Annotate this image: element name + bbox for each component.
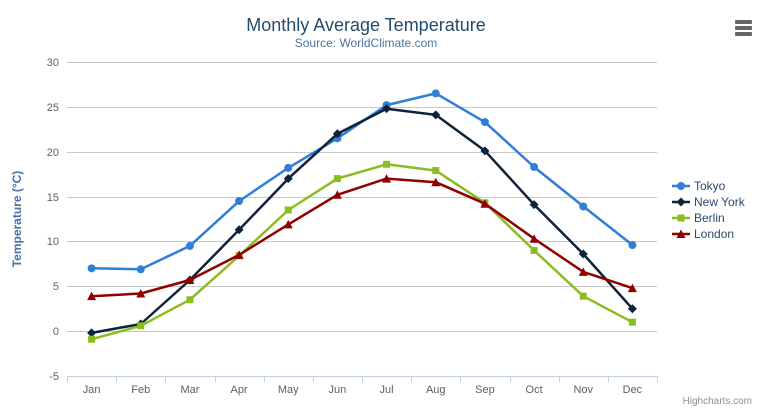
y-axis-tick-label: 15 [47,192,59,204]
gridlines [67,62,657,377]
y-axis-labels: -5 0 5 10 15 20 25 30 [47,57,59,383]
x-axis-label: Dec [623,384,643,396]
triangle-marker-icon[interactable] [136,288,146,298]
x-axis-label: Nov [573,384,593,396]
diamond-marker-icon[interactable] [87,328,97,338]
chart-subtitle: Source: WorldClimate.com [295,36,438,50]
x-axis-label: Feb [131,384,150,396]
triangle-marker-icon[interactable] [480,199,490,208]
square-marker-icon[interactable] [383,160,391,168]
x-axis [67,376,658,382]
triangle-marker-icon[interactable] [529,234,539,243]
series-london[interactable] [87,174,637,301]
circle-marker-icon[interactable] [136,265,145,274]
circle-marker-icon[interactable] [628,241,637,250]
legend-label: Berlin [694,211,725,225]
square-marker-icon[interactable] [333,175,341,183]
legend: Tokyo New York Berlin London [672,179,746,241]
chart-title: Monthly Average Temperature [246,15,485,35]
circle-marker-icon[interactable] [235,197,244,206]
square-marker-icon[interactable] [579,292,587,300]
square-marker-icon[interactable] [628,318,636,326]
triangle-marker-icon[interactable] [578,267,588,276]
series-line[interactable] [90,177,634,298]
diamond-marker-icon[interactable] [627,304,637,314]
triangle-marker-icon[interactable] [627,283,637,293]
diamond-marker-icon[interactable] [480,146,490,156]
series-tokyo[interactable] [87,89,637,274]
circle-marker-icon[interactable] [185,241,194,250]
y-axis-tick-label: 25 [47,102,59,114]
triangle-marker-icon[interactable] [234,250,244,259]
diamond-marker-icon[interactable] [234,225,244,235]
diamond-marker-icon[interactable] [676,197,686,207]
square-marker-icon[interactable] [186,296,194,304]
series-line[interactable] [90,92,634,271]
y-axis-tick-label: 0 [53,326,59,338]
diamond-marker-icon[interactable] [529,200,539,210]
triangle-marker-icon[interactable] [185,275,195,285]
triangle-marker-icon[interactable] [382,174,392,183]
triangle-marker-icon[interactable] [676,229,686,239]
x-axis-labels: Jan Feb Mar Apr May Jun Jul Aug Sep Oct Nov Dec [83,384,643,396]
legend-label: Tokyo [694,179,726,193]
diamond-marker-icon[interactable] [382,104,392,114]
y-axis-tick-label: 10 [47,236,59,248]
y-axis-tick-label: 30 [47,57,59,69]
circle-marker-icon[interactable] [530,162,539,171]
circle-marker-icon[interactable] [480,118,489,127]
x-axis-label: Jan [83,384,101,396]
square-marker-icon[interactable] [284,206,292,214]
diamond-marker-icon[interactable] [578,249,588,259]
square-marker-icon[interactable] [88,335,96,343]
x-axis-label: Jun [329,384,347,396]
legend-item-berlin[interactable]: Berlin [672,211,725,225]
series-new-york[interactable] [87,104,637,338]
legend-item-london[interactable]: London [672,227,734,241]
legend-item-tokyo[interactable]: Tokyo [672,179,726,193]
series-line[interactable] [90,107,634,335]
series-group [87,89,637,343]
diamond-marker-icon[interactable] [283,174,293,184]
circle-marker-icon[interactable] [87,264,96,273]
y-axis-tick-label: -5 [49,371,59,383]
diamond-marker-icon[interactable] [431,110,441,120]
circle-marker-icon[interactable] [677,182,685,190]
square-marker-icon[interactable] [432,167,440,175]
x-axis-label: May [278,384,299,396]
hamburger-icon [735,32,752,36]
x-axis-label: Sep [475,384,495,396]
hamburger-icon [735,20,752,24]
context-menu-button[interactable] [735,20,752,36]
circle-marker-icon[interactable] [579,202,588,211]
triangle-marker-icon[interactable] [431,177,441,187]
x-axis-label: Apr [231,384,248,396]
y-axis-title: Temperature (°C) [10,171,24,268]
y-axis-tick-label: 5 [53,281,59,293]
y-axis-tick-label: 20 [47,147,59,159]
diamond-marker-icon[interactable] [332,129,342,139]
circle-marker-icon[interactable] [284,163,293,172]
triangle-marker-icon[interactable] [87,291,97,301]
square-marker-icon[interactable] [137,322,145,330]
series-line[interactable] [90,163,634,341]
triangle-marker-icon[interactable] [332,190,342,199]
x-axis-label: Jul [380,384,394,396]
square-marker-icon[interactable] [530,246,538,254]
square-marker-icon[interactable] [677,214,685,222]
legend-label: London [694,227,734,241]
circle-marker-icon[interactable] [431,89,440,98]
x-axis-label: Mar [180,384,199,396]
x-axis-label: Aug [426,384,446,396]
hamburger-icon [735,26,752,30]
legend-label: New York [694,195,746,209]
credits-link[interactable]: Highcharts.com [683,396,752,407]
legend-item-new-york[interactable]: New York [672,195,746,209]
triangle-marker-icon[interactable] [283,219,293,229]
x-axis-label: Oct [526,384,543,396]
